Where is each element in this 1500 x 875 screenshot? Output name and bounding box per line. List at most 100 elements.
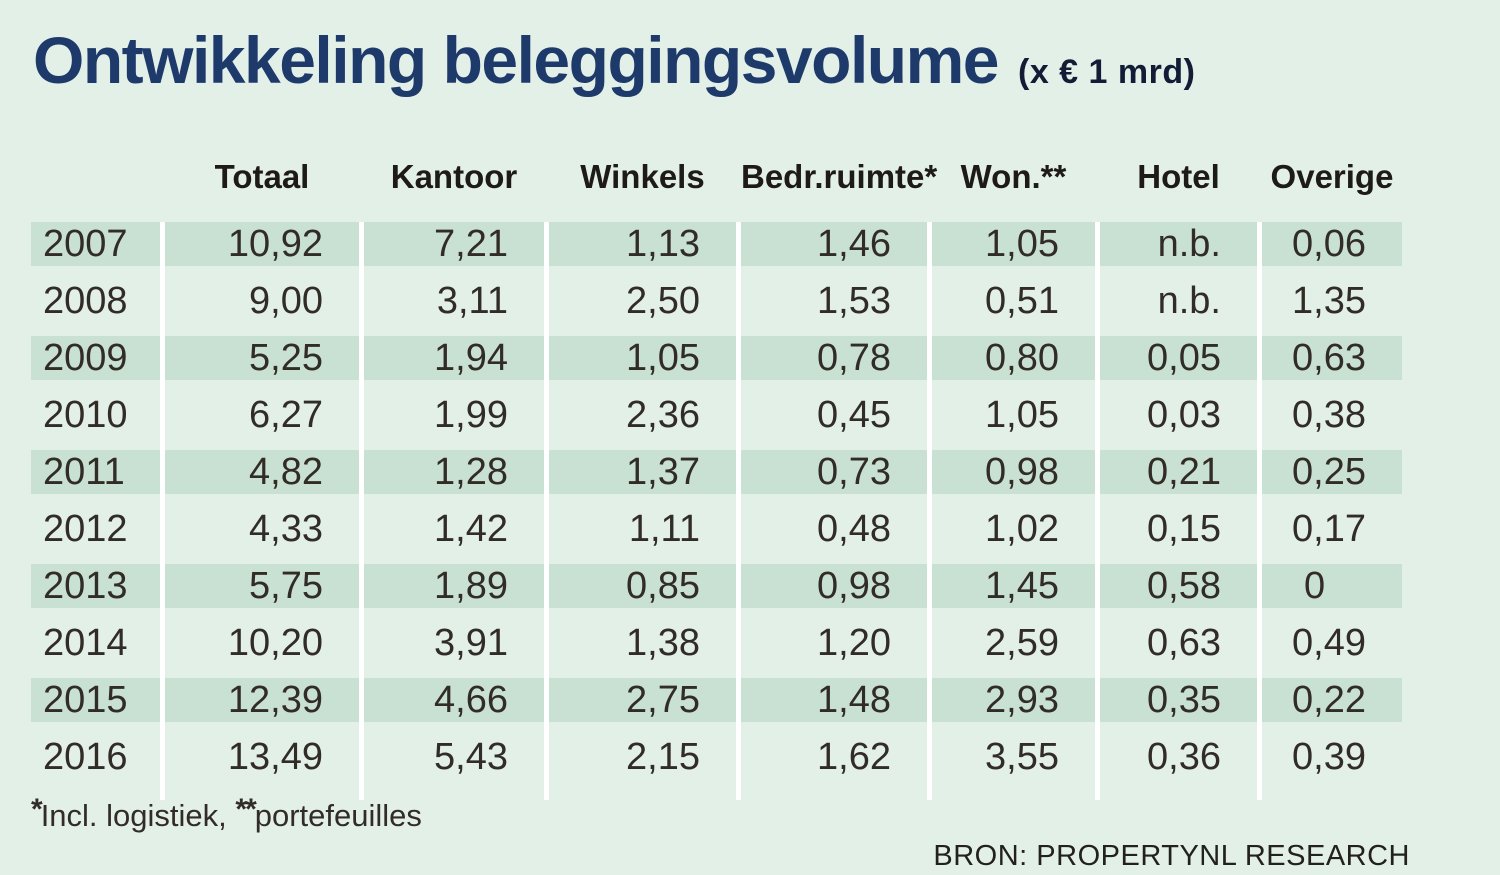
source-credit: BRON: PROPERTYNL RESEARCH: [933, 840, 1410, 872]
value-cell: 2,15: [626, 735, 700, 778]
table-row: 2013 5,75 1,89 0,85 0,98 1,45 0,58 0: [31, 564, 1402, 608]
value-cell: 0,98: [985, 450, 1059, 493]
value-cell: 0,35: [1147, 678, 1221, 721]
value-cell: 5,25: [249, 336, 323, 379]
footnote-star: **: [235, 793, 256, 826]
value-cell: 5,75: [249, 564, 323, 607]
value-cell: 0,39: [1292, 735, 1366, 778]
value-cell: 1,46: [817, 222, 891, 265]
value-cell: 2,50: [626, 279, 700, 322]
table-row: 2016 13,49 5,43 2,15 1,62 3,55 0,36 0,39: [31, 735, 1402, 779]
value-cell: 1,94: [434, 336, 508, 379]
year-cell: 2014: [43, 621, 128, 664]
footnote: *Incl. logistiek, **portefeuilles: [31, 793, 422, 834]
value-cell: 9,00: [249, 279, 323, 322]
value-cell: 1,05: [626, 336, 700, 379]
value-cell: 3,91: [434, 621, 508, 664]
column-header-kantoor: Kantoor: [390, 158, 518, 195]
value-cell: 0,49: [1292, 621, 1366, 664]
value-cell: 10,20: [227, 621, 323, 664]
value-cell: 0,45: [817, 393, 891, 436]
table-body: 2007 10,92 7,21 1,13 1,46 1,05 n.b. 0,06 2008 9,0…: [31, 222, 1402, 779]
column-separator: [736, 222, 741, 800]
table-row: 2009 5,25 1,94 1,05 0,78 0,80 0,05 0,63: [31, 336, 1402, 380]
page-title: Ontwikkeling beleggingsvolume: [33, 23, 1000, 97]
column-header-overige: Overige: [1270, 158, 1394, 195]
value-cell: 1,48: [817, 678, 891, 721]
value-cell: 2,75: [626, 678, 700, 721]
value-cell: 1,42: [434, 507, 508, 550]
year-cell: 2009: [43, 336, 128, 379]
value-cell: 0,15: [1147, 507, 1221, 550]
table-row: 2015 12,39 4,66 2,75 1,48 2,93 0,35 0,22: [31, 678, 1402, 722]
year-cell: 2013: [43, 564, 128, 607]
column-separator: [160, 222, 165, 800]
value-cell: 0: [1304, 564, 1326, 607]
year-cell: 2015: [43, 678, 128, 721]
value-cell: 0,98: [817, 564, 891, 607]
value-cell: 0,58: [1147, 564, 1221, 607]
value-cell: 2,59: [985, 621, 1059, 664]
footnote-text: Incl. logistiek,: [40, 798, 236, 833]
table-row: 2012 4,33 1,42 1,11 0,48 1,02 0,15 0,17: [31, 507, 1402, 551]
value-cell: 0,21: [1147, 450, 1221, 493]
value-cell: 13,49: [227, 735, 323, 778]
value-cell: 0,78: [817, 336, 891, 379]
value-cell: 3,55: [985, 735, 1059, 778]
value-cell: 0,85: [626, 564, 700, 607]
column-separator: [1257, 222, 1262, 800]
column-separator: [927, 222, 932, 800]
value-cell: 5,43: [434, 735, 508, 778]
value-cell: n.b.: [1157, 222, 1221, 265]
column-separator: [359, 222, 364, 800]
column-separator: [1095, 222, 1100, 800]
value-cell: 0,63: [1147, 621, 1221, 664]
footnote-star: *: [31, 793, 43, 826]
value-cell: 0,51: [985, 279, 1059, 322]
value-cell: 0,05: [1147, 336, 1221, 379]
value-cell: 0,25: [1292, 450, 1366, 493]
value-cell: 0,63: [1292, 336, 1366, 379]
value-cell: 4,33: [249, 507, 323, 550]
value-cell: 1,45: [985, 564, 1059, 607]
value-cell: 0,48: [817, 507, 891, 550]
column-header-woningen: Won.**: [960, 158, 1067, 195]
value-cell: n.b.: [1157, 279, 1221, 322]
value-cell: 0,22: [1292, 678, 1366, 721]
table-row: 2008 9,00 3,11 2,50 1,53 0,51 n.b. 1,35: [31, 279, 1402, 323]
value-cell: 7,21: [434, 222, 508, 265]
column-header-totaal: Totaal: [214, 158, 310, 195]
year-cell: 2007: [43, 222, 128, 265]
table-row: 2014 10,20 3,91 1,38 1,20 2,59 0,63 0,49: [31, 621, 1402, 665]
value-cell: 1,05: [985, 222, 1059, 265]
year-cell: 2016: [43, 735, 128, 778]
value-cell: 1,05: [985, 393, 1059, 436]
value-cell: 1,11: [628, 507, 700, 550]
value-cell: 1,62: [817, 735, 891, 778]
value-cell: 1,02: [985, 507, 1059, 550]
value-cell: 1,37: [626, 450, 700, 493]
value-cell: 2,93: [985, 678, 1059, 721]
value-cell: 1,28: [434, 450, 508, 493]
value-cell: 1,89: [434, 564, 508, 607]
table-row: 2007 10,92 7,21 1,13 1,46 1,05 n.b. 0,06: [31, 222, 1402, 266]
value-cell: 0,06: [1292, 222, 1366, 265]
value-cell: 3,11: [436, 279, 508, 322]
column-header-bedrruimte: Bedr.ruimte*: [741, 158, 938, 195]
value-cell: 0,73: [817, 450, 891, 493]
value-cell: 1,99: [434, 393, 508, 436]
column-separator: [544, 222, 549, 800]
value-cell: 1,35: [1292, 279, 1366, 322]
figure-title: Ontwikkeling beleggingsvolume (x € 1 mrd…: [33, 22, 1195, 98]
column-header-winkels: Winkels: [580, 158, 705, 195]
value-cell: 12,39: [227, 678, 323, 721]
value-cell: 0,17: [1292, 507, 1366, 550]
table-header-row: Totaal Kantoor Winkels Bedr.ruimte* Won.…: [31, 150, 1402, 204]
value-cell: 1,53: [817, 279, 891, 322]
value-cell: 1,13: [626, 222, 700, 265]
value-cell: 10,92: [227, 222, 323, 265]
value-cell: 6,27: [249, 393, 323, 436]
year-cell: 2011: [43, 450, 125, 493]
value-cell: 0,03: [1147, 393, 1221, 436]
